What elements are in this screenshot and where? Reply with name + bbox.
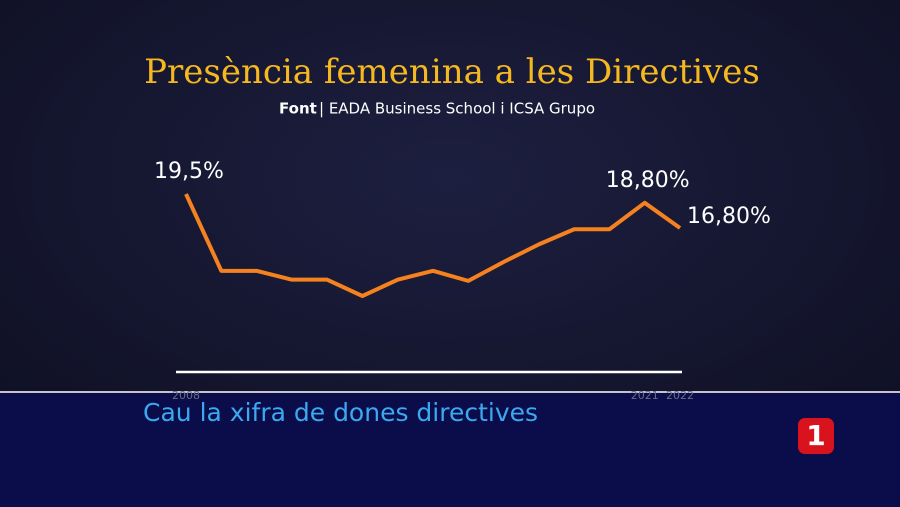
line (184, 193, 682, 298)
x-tick-label: 2022 (666, 389, 694, 402)
source-label: Font (279, 100, 317, 118)
ticker-band (0, 392, 900, 507)
logo-box (798, 418, 834, 454)
source: | EADA Business School i ICSA Grupo (319, 100, 595, 118)
ticker-text: Cau la xifra de dones directives (143, 398, 538, 427)
x-tick-label: 2008 (172, 389, 200, 402)
chart-title: Presència femenina a les Directives (144, 52, 760, 92)
logo: 1 (806, 419, 825, 452)
x-tick-label: 2021 (631, 389, 659, 402)
value-label: 19,5% (154, 159, 224, 184)
value-label: 18,80% (606, 168, 690, 193)
value-label: 16,80% (687, 204, 771, 229)
